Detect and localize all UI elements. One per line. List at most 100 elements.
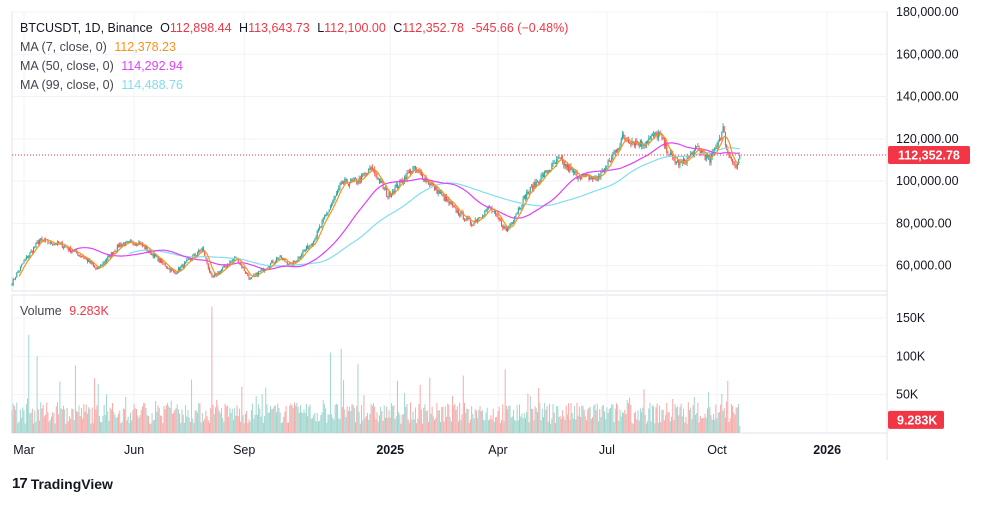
candle <box>565 163 567 171</box>
volume-bar <box>526 412 528 433</box>
volume-bar <box>447 403 449 433</box>
volume-bar <box>226 405 228 433</box>
candle <box>388 191 390 200</box>
volume-bar <box>450 421 452 433</box>
volume-bar <box>344 409 346 433</box>
candle-body <box>706 153 708 158</box>
ma7-legend[interactable]: MA (7, close, 0) 112,378.23 <box>20 39 180 55</box>
candle-body <box>132 241 134 245</box>
candle-body <box>13 278 15 280</box>
candle <box>697 142 699 148</box>
candle-body <box>186 260 188 262</box>
candle <box>393 188 395 194</box>
volume-bar <box>295 405 297 433</box>
candle <box>483 215 485 217</box>
volume-bar <box>234 408 236 433</box>
volume-bar <box>459 402 461 433</box>
volume-bar <box>681 416 683 433</box>
volume-bar <box>499 423 501 433</box>
candle-body <box>176 272 178 274</box>
time-tick-label: Apr <box>488 443 507 457</box>
volume-bar <box>91 407 93 433</box>
candle <box>521 204 523 210</box>
close-label: C <box>393 21 403 35</box>
volume-bar <box>346 406 348 433</box>
volume-bar <box>675 407 677 433</box>
candle-body <box>523 195 525 199</box>
candle <box>210 270 212 275</box>
volume-bar <box>530 408 532 433</box>
volume-bar <box>423 407 425 433</box>
volume-bar <box>435 417 437 433</box>
ma99-legend[interactable]: MA (99, close, 0) 114,488.76 <box>20 77 187 93</box>
volume-bar <box>720 404 722 433</box>
volume-bar <box>48 421 50 433</box>
candle-body <box>327 212 329 214</box>
volume-bar <box>210 408 212 433</box>
volume-bar <box>527 393 529 433</box>
candle <box>277 256 279 260</box>
volume-bar <box>124 409 126 433</box>
candle <box>607 159 609 167</box>
candle-body <box>267 267 269 269</box>
candle-body <box>317 229 319 231</box>
volume-bar <box>126 420 128 433</box>
candle <box>455 206 457 213</box>
candle-body <box>305 245 307 250</box>
change-value: -545.66 (−0.48%) <box>471 21 569 35</box>
candle-body <box>650 135 652 139</box>
candle-body <box>244 270 246 274</box>
volume-bar <box>583 409 585 433</box>
volume-bar <box>296 402 298 433</box>
candle <box>31 250 33 254</box>
candle-body <box>17 271 19 274</box>
candle <box>174 270 176 275</box>
candle-body <box>586 173 588 175</box>
volume-bar <box>205 410 207 433</box>
volume-bar <box>98 416 100 433</box>
candle-body <box>375 173 377 176</box>
candle-body <box>542 174 544 177</box>
candle-body <box>128 241 130 243</box>
volume-bar <box>513 409 515 433</box>
ma7-label: MA (7, close, 0) <box>20 40 107 54</box>
volume-bar <box>310 418 312 433</box>
candle-body <box>126 241 128 243</box>
volume-bar <box>528 422 530 433</box>
volume-bar <box>444 406 446 433</box>
candle-body <box>521 205 523 208</box>
volume-bar <box>259 408 261 433</box>
tradingview-footer[interactable]: 17 TradingView <box>12 475 113 492</box>
candle <box>314 238 316 243</box>
candle-body <box>724 132 726 146</box>
volume-bar <box>478 409 480 433</box>
candle <box>350 178 352 184</box>
volume-bar <box>534 406 536 433</box>
candle <box>262 267 264 272</box>
candle-body <box>511 222 513 225</box>
candle-body <box>423 179 425 182</box>
volume-bar <box>624 409 626 433</box>
high-label: H <box>239 21 249 35</box>
candle-body <box>436 186 438 194</box>
candle-body <box>501 220 503 227</box>
candle <box>118 243 120 248</box>
symbol-title[interactable]: BTCUSDT, 1D, Binance <box>20 21 153 35</box>
ma50-legend[interactable]: MA (50, close, 0) 114,292.94 <box>20 58 187 74</box>
volume-bar <box>200 422 202 433</box>
volume-bar <box>649 402 651 433</box>
candle-body <box>492 211 494 213</box>
volume-legend[interactable]: Volume 9.283K <box>20 303 113 319</box>
candle-body <box>478 217 480 220</box>
candle-body <box>559 157 561 159</box>
candle <box>177 266 179 274</box>
candle-body <box>298 257 300 259</box>
candle-body <box>404 176 406 182</box>
volume-bar <box>451 395 453 433</box>
candle <box>621 130 623 141</box>
candle-body <box>212 276 214 278</box>
volume-bar <box>362 420 364 433</box>
candle-body <box>552 162 554 165</box>
volume-bar <box>327 414 329 433</box>
candle-body <box>181 264 183 267</box>
